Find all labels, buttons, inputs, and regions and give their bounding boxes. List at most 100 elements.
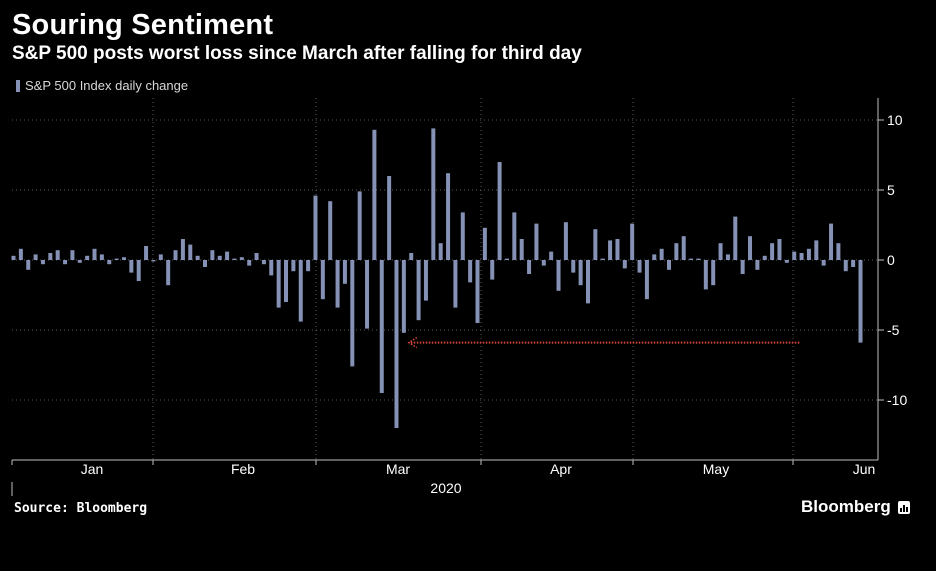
bar <box>762 255 767 260</box>
bar <box>549 251 554 260</box>
bar <box>755 260 760 270</box>
bar <box>372 129 377 260</box>
bar <box>733 216 738 260</box>
bar <box>674 243 679 260</box>
bar <box>814 240 819 260</box>
bar <box>497 162 502 260</box>
bar <box>129 260 134 273</box>
bar <box>269 260 274 276</box>
bar <box>70 250 75 260</box>
bar <box>512 212 517 260</box>
bar <box>667 260 671 270</box>
bar <box>829 223 834 260</box>
bar <box>180 239 185 260</box>
bar <box>77 260 82 263</box>
bar <box>48 253 53 260</box>
bar <box>622 260 627 269</box>
bloomberg-chart-icon <box>897 500 910 514</box>
bar <box>342 260 347 284</box>
bar <box>689 258 694 260</box>
x-tick-label: Jan <box>81 461 104 477</box>
bar <box>306 260 311 272</box>
y-tick-label: 5 <box>887 182 895 198</box>
bar <box>328 201 333 260</box>
annotation-arrow-head <box>407 336 418 349</box>
bar <box>571 260 576 273</box>
bar <box>748 236 753 260</box>
bar <box>401 260 406 333</box>
bar <box>92 248 97 260</box>
bar <box>379 260 384 393</box>
bar <box>563 222 568 260</box>
bar <box>792 251 797 260</box>
bar <box>644 260 649 300</box>
bar <box>121 257 126 260</box>
y-tick-label: 0 <box>887 252 895 268</box>
bar <box>659 248 664 260</box>
bar <box>40 260 45 265</box>
bar <box>423 260 428 301</box>
bar <box>777 239 782 260</box>
bar <box>247 260 252 266</box>
bar <box>55 250 60 260</box>
bar <box>843 260 848 272</box>
bar <box>357 191 362 260</box>
bar <box>166 260 171 286</box>
bar <box>261 260 266 265</box>
bar <box>438 243 443 260</box>
bar <box>284 260 289 302</box>
bar <box>585 260 590 304</box>
bar <box>409 253 414 260</box>
bar <box>99 254 104 260</box>
bar <box>416 260 421 321</box>
bar <box>806 248 811 260</box>
bar <box>188 244 193 260</box>
bar <box>232 258 237 260</box>
bar <box>799 253 804 260</box>
bar <box>725 254 730 260</box>
bar <box>711 260 716 286</box>
bar <box>431 128 436 260</box>
bar <box>85 255 90 260</box>
x-tick-label: Feb <box>231 461 255 477</box>
bar <box>504 258 509 260</box>
bar <box>453 260 458 308</box>
bar <box>350 260 355 367</box>
bar <box>593 229 598 260</box>
bar <box>107 260 112 265</box>
bar <box>578 260 583 286</box>
chart-title: Souring Sentiment <box>12 9 274 41</box>
bar <box>254 253 259 260</box>
x-axis-year-label: 2020 <box>430 480 461 496</box>
bar <box>527 260 532 274</box>
bar <box>740 260 745 274</box>
bar <box>225 251 230 260</box>
bar <box>460 212 465 260</box>
bar <box>718 243 723 260</box>
bar <box>203 260 207 267</box>
bar <box>703 260 708 290</box>
bar <box>556 260 561 291</box>
bar <box>114 258 119 260</box>
bar <box>534 223 539 260</box>
bar <box>608 240 613 260</box>
bar <box>173 250 178 260</box>
bar <box>770 243 775 260</box>
bar <box>468 260 473 283</box>
bar <box>615 239 620 260</box>
legend-label: S&P 500 Index daily change <box>25 78 189 93</box>
bar <box>365 260 370 329</box>
bar <box>144 246 149 260</box>
bar <box>335 260 340 308</box>
bar <box>821 260 826 266</box>
bar <box>696 258 701 260</box>
y-tick-label: -10 <box>887 392 907 408</box>
bar <box>136 260 141 281</box>
bar <box>600 258 605 260</box>
bar <box>387 176 392 260</box>
y-tick-label: -5 <box>887 322 900 338</box>
bar <box>541 260 546 266</box>
bar <box>217 255 222 260</box>
bar <box>298 260 303 322</box>
source-note: Source: Bloomberg <box>14 501 148 516</box>
